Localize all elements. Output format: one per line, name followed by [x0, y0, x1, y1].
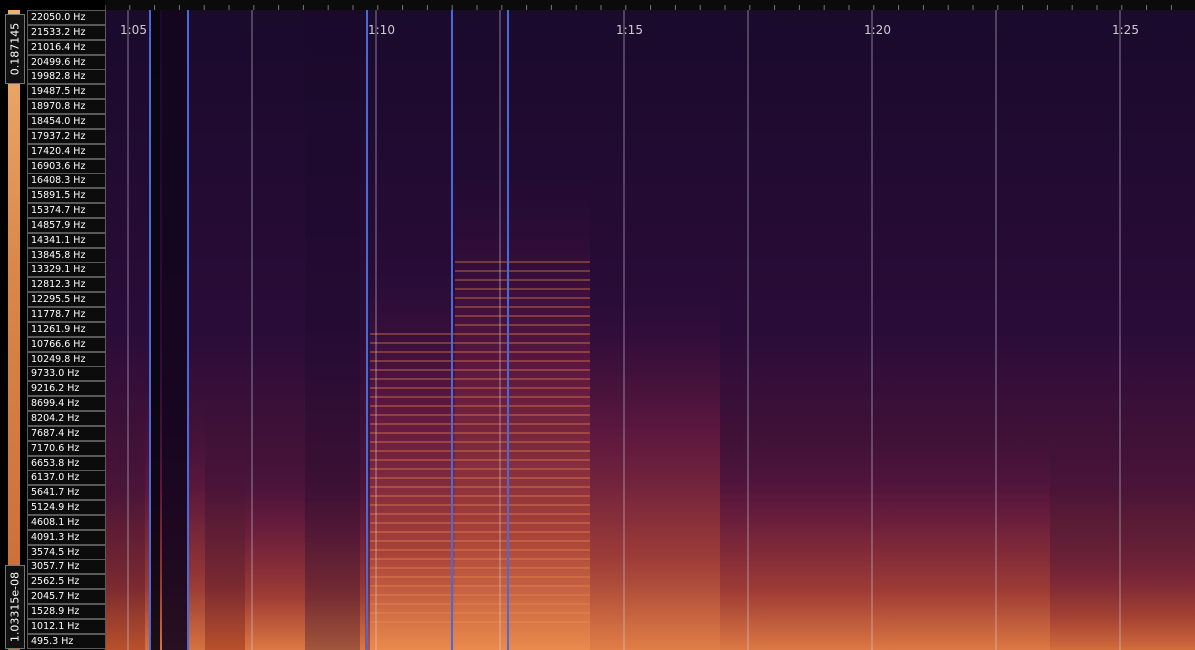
frequency-label: 21533.2 Hz — [27, 24, 106, 40]
frequency-label: 6137.0 Hz — [27, 470, 106, 486]
time-label: 1:15 — [616, 23, 643, 37]
time-label: 1:10 — [368, 23, 395, 37]
frequency-label: 11778.7 Hz — [27, 307, 106, 322]
time-label: 1:20 — [864, 23, 891, 37]
frequency-label: 20499.6 Hz — [27, 54, 106, 70]
frequency-label: 7170.6 Hz — [27, 440, 106, 456]
frequency-label: 19982.8 Hz — [27, 69, 106, 85]
frequency-label: 7687.4 Hz — [27, 425, 106, 441]
frequency-label: 17937.2 Hz — [27, 128, 106, 144]
frequency-label: 12812.3 Hz — [27, 277, 106, 293]
color-max-text: 0.187145 — [8, 22, 22, 76]
frequency-label: 1528.9 Hz — [27, 604, 106, 619]
time-label: 1:05 — [120, 23, 147, 37]
frequency-label: 21016.4 Hz — [27, 39, 106, 55]
frequency-label: 22050.0 Hz — [27, 10, 106, 25]
spectrogram: 1:05 1:10 1:15 1:20 1:25 — [105, 0, 1195, 650]
frequency-label: 19487.5 Hz — [27, 84, 106, 100]
frequency-label: 495.3 Hz — [27, 633, 106, 649]
frequency-label: 2045.7 Hz — [27, 589, 106, 605]
frequency-label: 17420.4 Hz — [27, 143, 106, 159]
frequency-label: 1012.1 Hz — [27, 618, 106, 634]
frequency-label: 10766.6 Hz — [27, 336, 106, 352]
frequency-label: 18454.0 Hz — [27, 113, 106, 129]
frequency-label: 14341.1 Hz — [27, 232, 106, 248]
frequency-label: 3574.5 Hz — [27, 544, 106, 560]
frequency-label: 10249.8 Hz — [27, 351, 106, 367]
frequency-label: 13845.8 Hz — [27, 247, 106, 263]
frequency-label: 15374.7 Hz — [27, 203, 106, 219]
frequency-label: 18970.8 Hz — [27, 99, 106, 115]
frequency-label: 3057.7 Hz — [27, 559, 106, 575]
frequency-label: 8699.4 Hz — [27, 396, 106, 412]
frequency-label: 2562.5 Hz — [27, 574, 106, 590]
color-min: 1.03315e-08 — [5, 565, 25, 649]
frequency-label: 11261.9 Hz — [27, 321, 106, 337]
color-max: 0.187145 — [5, 14, 25, 84]
frequency-label: 5641.7 Hz — [27, 485, 106, 501]
frequency-label: 8204.2 Hz — [27, 410, 106, 426]
time-label: 1:25 — [1112, 23, 1139, 37]
frequency-label: 4091.3 Hz — [27, 529, 106, 545]
frequency-label: 12295.5 Hz — [27, 292, 106, 308]
frequency-label: 9216.2 Hz — [27, 381, 106, 397]
frequency-label: 13329.1 Hz — [27, 262, 106, 278]
color-bar — [8, 10, 20, 650]
frequency-label: 15891.5 Hz — [27, 188, 106, 204]
frequency-label: 16408.3 Hz — [27, 173, 106, 189]
frequency-label: 6653.8 Hz — [27, 455, 106, 471]
frequency-label: 4608.1 Hz — [27, 514, 106, 530]
frequency-label: 16903.6 Hz — [27, 158, 106, 174]
frequency-label: 5124.9 Hz — [27, 500, 106, 516]
frequency-label: 14857.9 Hz — [27, 217, 106, 233]
frequency-label: 9733.0 Hz — [27, 366, 106, 382]
color-min-text: 1.03315e-08 — [8, 571, 22, 643]
